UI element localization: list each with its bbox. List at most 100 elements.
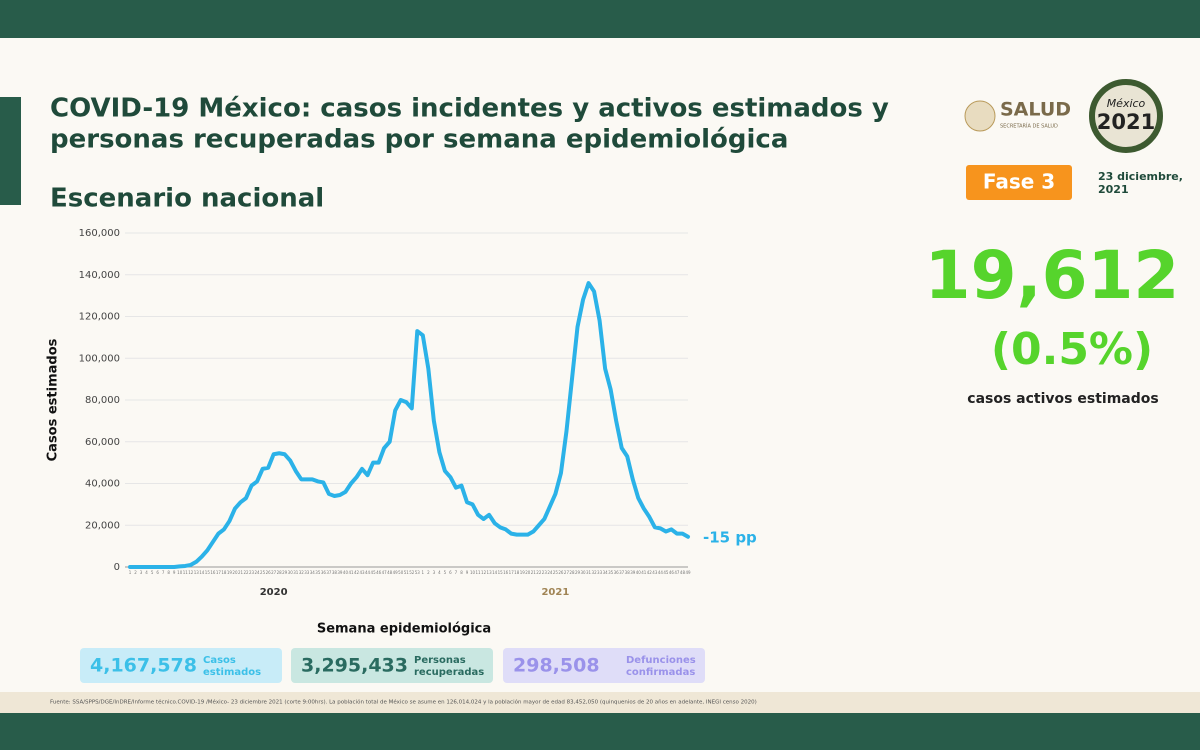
line — [128, 281, 690, 569]
x-tick-label: 13 — [487, 570, 493, 575]
x-tick-label: 36 — [321, 570, 327, 575]
x-tick-label: 2 — [134, 570, 137, 575]
y-tick-label: 60,000 — [85, 437, 120, 448]
subtitle: Escenario nacional — [50, 184, 324, 214]
stat-label: confirmadas — [626, 667, 695, 678]
phase-badge — [966, 165, 1072, 200]
x-tick-label: 4 — [145, 570, 148, 575]
x-tick-label: 48 — [387, 570, 393, 575]
stat-label: Personas — [414, 655, 466, 666]
x-tick-label: 26 — [558, 570, 564, 575]
stat-label: recuperadas — [414, 667, 484, 678]
x-tick-label: 48 — [680, 570, 686, 575]
x-tick-label: 46 — [376, 570, 382, 575]
x-tick-label: 30 — [288, 570, 294, 575]
x-tick-label: 9 — [466, 570, 469, 575]
salud-logo: SALUD — [1000, 99, 1071, 121]
annotation: -15 pp — [703, 529, 757, 547]
x-tick-label: 49 — [393, 570, 399, 575]
stat-label: estimados — [203, 667, 261, 678]
x-tick-label: 23 — [542, 570, 548, 575]
x-tick-label: 37 — [619, 570, 625, 575]
x-tick-label: 19 — [520, 570, 526, 575]
x-tick-label: 20 — [525, 570, 531, 575]
x-tick-label: 45 — [663, 570, 669, 575]
y-tick-label: 0 — [114, 562, 120, 573]
title-line: COVID-19 México: casos incidentes y acti… — [50, 94, 889, 124]
x-tick-label: 13 — [194, 570, 200, 575]
y-tick-label: 20,000 — [85, 520, 120, 531]
x-tick-label: 34 — [310, 570, 316, 575]
x-tick-label: 42 — [647, 570, 653, 575]
x-tick-label: 36 — [614, 570, 620, 575]
x-tick-label: 12 — [481, 570, 487, 575]
x-tick-label: 34 — [603, 570, 609, 575]
x-tick-label: 1 — [129, 570, 132, 575]
stat-label: Defunciones — [626, 655, 696, 666]
x-tick-label: 41 — [641, 570, 647, 575]
x-tick-label: 49 — [685, 570, 691, 575]
x-tick-label: 29 — [282, 570, 288, 575]
x-tick-label: 22 — [536, 570, 542, 575]
x-tick-label: 46 — [669, 570, 675, 575]
active-percent: (0.5%) — [991, 324, 1153, 375]
x-tick-label: 28 — [277, 570, 283, 575]
date: 2021 — [1098, 183, 1129, 196]
x-tick-label: 37 — [326, 570, 332, 575]
x-tick-label: 38 — [332, 570, 338, 575]
x-tick-label: 28 — [569, 570, 575, 575]
x-tick-label: 17 — [216, 570, 222, 575]
x-tick-label: 29 — [575, 570, 581, 575]
x-tick-label: 40 — [343, 570, 349, 575]
x-tick-label: 7 — [455, 570, 458, 575]
y-axis-label: Casos estimados — [46, 338, 61, 461]
mexico-2021-emblem — [1089, 79, 1163, 153]
chart: 0 20,000 40,000 60,000 80,000 100,000 120,000 1… — [46, 228, 758, 637]
y-tick-label: 100,000 — [79, 353, 120, 364]
x-tick-label: 44 — [365, 570, 371, 575]
x-tick-label: 18 — [514, 570, 520, 575]
stat-box — [503, 648, 705, 683]
footnote: Fuente: SSA/SPPS/DGE/InDRE/Informe técni… — [50, 699, 757, 706]
x-tick-label: 53 — [415, 570, 421, 575]
y-tick-label: 40,000 — [85, 479, 120, 490]
active-cases: 19,612 — [925, 237, 1180, 314]
x-tick-label: 38 — [625, 570, 631, 575]
x-tick-label: 15 — [498, 570, 504, 575]
stat-value: 4,167,578 — [90, 655, 197, 677]
y-tick-label: 160,000 — [79, 228, 120, 239]
x-tick-label: 8 — [460, 570, 463, 575]
x-tick-label: 52 — [409, 570, 415, 575]
x-tick-label: 47 — [674, 570, 680, 575]
y-tick-label: 140,000 — [79, 270, 120, 281]
year-label: 2020 — [260, 587, 288, 598]
x-tick-label: 40 — [636, 570, 642, 575]
x-tick-label: 27 — [271, 570, 277, 575]
x-tick-label: 33 — [597, 570, 603, 575]
x-tick-label: 30 — [580, 570, 586, 575]
x-tick-label: 6 — [156, 570, 159, 575]
x-tick-label: 10 — [177, 570, 183, 575]
x-tick-label: 31 — [293, 570, 299, 575]
x-tick-label: 14 — [492, 570, 498, 575]
stat-box — [80, 648, 282, 683]
stat-label: Casos — [203, 655, 236, 666]
x-tick-label: 25 — [553, 570, 559, 575]
x-tick-label: 11 — [183, 570, 189, 575]
x-tick-label: 12 — [188, 570, 194, 575]
salud-sub: SECRETARÍA DE SALUD — [1000, 123, 1058, 130]
stat-value: 3,295,433 — [301, 655, 408, 677]
x-tick-label: 5 — [151, 570, 154, 575]
x-tick-label: 39 — [630, 570, 636, 575]
x-tick-label: 6 — [449, 570, 452, 575]
mexico-logo: México — [1107, 97, 1146, 110]
x-tick-label: 10 — [470, 570, 476, 575]
x-tick-label: 32 — [299, 570, 305, 575]
x-tick-label: 8 — [167, 570, 170, 575]
x-tick-label: 18 — [221, 570, 227, 575]
x-tick-label: 35 — [608, 570, 614, 575]
